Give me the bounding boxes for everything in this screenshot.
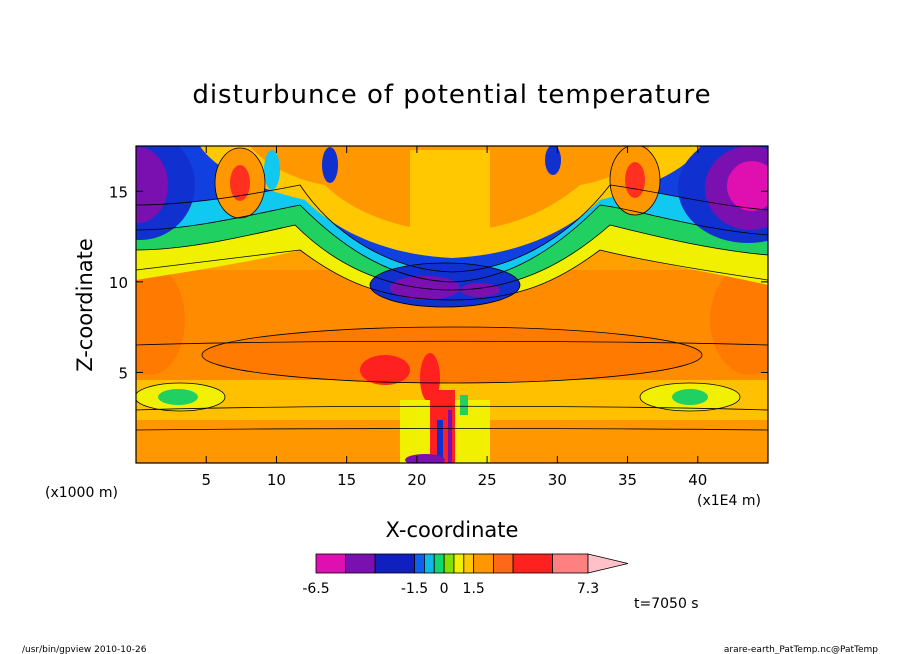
x-tick-label: 20 <box>407 471 426 489</box>
y-unit-label: (x1000 m) <box>45 485 118 501</box>
colorbar-tick-label: -6.5 <box>302 581 329 597</box>
convective-green <box>460 395 468 415</box>
low-lens-right-green <box>672 389 708 405</box>
colorbar-segment <box>443 553 455 574</box>
y-tick-label: 10 <box>109 274 128 292</box>
colorbar-segment <box>433 553 445 574</box>
colorbar-segment <box>512 553 553 574</box>
colorbar-segment <box>374 553 415 574</box>
colorbar-segment <box>345 553 376 574</box>
central-cold-inner <box>390 276 460 300</box>
right-edge-warm <box>710 265 768 375</box>
colorbar-tick-label: -1.5 <box>401 581 428 597</box>
convective-cold-b <box>448 410 452 463</box>
upper-center-yellow <box>410 150 490 240</box>
y-tick-label: 5 <box>118 364 128 382</box>
colorbar-extension-arrow <box>587 553 629 574</box>
y-tick-label: 15 <box>109 183 128 201</box>
x-tick-label: 5 <box>201 471 211 489</box>
upper-right-cold-magenta <box>727 161 768 211</box>
convective-cold-a <box>437 420 443 463</box>
colorbar-segment <box>552 553 589 574</box>
mid-warm-layer <box>202 327 702 383</box>
colorbar-segment <box>473 553 494 574</box>
x-unit-label: (x1E4 m) <box>697 493 761 509</box>
low-lens-left-green <box>158 389 198 405</box>
x-tick-label: 15 <box>337 471 356 489</box>
upper-left-warm-inner <box>230 165 250 201</box>
warm-patch <box>360 355 410 385</box>
colorbar-segment <box>315 553 346 574</box>
upper-cold-cell-1 <box>322 147 338 183</box>
plot-area <box>136 146 768 463</box>
colorbar-tick-label: 1.5 <box>463 581 485 597</box>
plot-frame <box>135 145 769 464</box>
colorbar-segment <box>414 553 425 574</box>
colorbar-segment <box>492 553 514 574</box>
colorbar: -6.5 -1.5 0 1.5 7.3 <box>302 553 629 597</box>
chart-title: disturbunce of potential temperature <box>192 80 711 110</box>
surface-cold <box>405 454 445 463</box>
central-cold-right <box>460 283 500 297</box>
colorbar-segment <box>424 553 435 574</box>
colorbar-tick-label: 0 <box>440 581 449 597</box>
footer-left: /usr/bin/gpview 2010-10-26 <box>22 645 147 654</box>
left-edge-warm <box>136 265 185 375</box>
y-axis-label: Z-coordinate <box>73 238 97 372</box>
x-tick-label: 35 <box>618 471 637 489</box>
x-tick-label: 40 <box>688 471 707 489</box>
y-axis: 5 10 15 <box>109 183 768 382</box>
colorbar-tick-label: 7.3 <box>577 581 599 597</box>
footer-right: arare-earth_PatTemp.nc@PatTemp <box>724 645 878 654</box>
x-tick-label: 25 <box>478 471 497 489</box>
contour-lines <box>136 146 768 431</box>
x-tick-label: 30 <box>548 471 567 489</box>
colorbar-segment <box>453 553 465 574</box>
upper-right-warm-inner <box>625 162 645 198</box>
upper-cold-cell-3 <box>264 150 280 190</box>
time-label: t=7050 s <box>634 596 699 612</box>
x-axis: 5 10 15 20 25 30 35 40 <box>201 146 707 489</box>
x-tick-label: 10 <box>267 471 286 489</box>
colorbar-segment <box>463 553 475 574</box>
upper-cold-cell-2 <box>545 146 561 175</box>
x-axis-label: X-coordinate <box>386 518 519 542</box>
